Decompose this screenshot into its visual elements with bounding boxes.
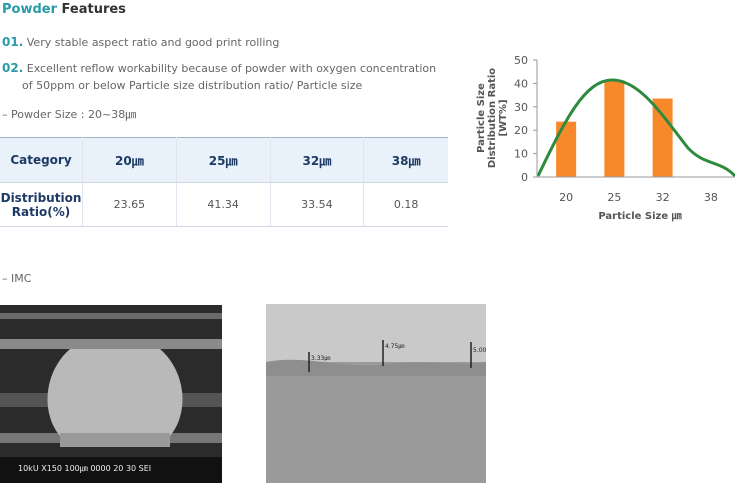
- row-header-line: Distribution: [0, 190, 82, 205]
- bar: [652, 98, 673, 177]
- cell: 33.54: [269, 182, 364, 227]
- row-header: Distribution Ratio(%): [0, 182, 83, 227]
- y-tick-label: 40: [514, 77, 528, 90]
- imc-mark: 4.75㎛: [385, 343, 404, 351]
- chart: Particle Size ㎛ Particle Size Distributi…: [476, 54, 735, 222]
- sem-caption: 10kU X150 100㎛ 0000 20 30 SEI: [18, 464, 151, 474]
- bar: [604, 80, 625, 177]
- cell: 23.65: [82, 182, 177, 227]
- sem-image: 10kU X150 100㎛ 0000 20 30 SEI: [0, 305, 222, 483]
- x-axis-label: Particle Size ㎛: [598, 211, 681, 222]
- item: 01. Very stable aspect ratio and good pr…: [2, 34, 279, 51]
- item: 02. Excellent reflow workability because…: [2, 60, 436, 77]
- header-cell: 32㎛: [269, 137, 364, 183]
- y-tick-label: 50: [514, 54, 528, 67]
- title-text: Features: [61, 2, 126, 17]
- item-text: Excellent reflow workability because of …: [26, 62, 437, 75]
- y-axis-label-line: [WT%]: [498, 99, 509, 136]
- y-tick-label: 20: [514, 124, 528, 137]
- item-num: 02.: [2, 61, 24, 75]
- table-header: Category 20㎛ 25㎛ 32㎛ 38㎛: [0, 137, 448, 183]
- item-text: of 50ppm or below Particle size distribu…: [22, 79, 363, 92]
- header-cell: 38㎛: [363, 137, 448, 183]
- header-cell: Category: [0, 137, 83, 183]
- fit-curve: [536, 78, 735, 178]
- x-tick-label: 25: [607, 191, 621, 204]
- cell: 41.34: [175, 182, 270, 227]
- title-accent: Powder: [2, 2, 58, 17]
- x-tick-label: 20: [559, 191, 573, 204]
- imc-mark: 3.33㎛: [311, 355, 330, 363]
- imc-mark: 5.00㎛: [473, 347, 486, 355]
- y-tick-label: 0: [521, 171, 528, 184]
- table: Category 20㎛ 25㎛ 32㎛ 38㎛ Distribution Rat…: [0, 137, 448, 227]
- powder-size: – Powder Size : 20~38㎛: [2, 108, 137, 121]
- bar: [556, 121, 577, 177]
- x-tick-label: 32: [656, 191, 670, 204]
- imc-label: – IMC: [2, 272, 32, 285]
- cell: 0.18: [363, 182, 448, 227]
- y-tick-label: 10: [514, 148, 528, 161]
- y-axis-label-line: Particle Size: [476, 83, 487, 153]
- table-row: Distribution Ratio(%) 23.65 41.34 33.54 0…: [0, 182, 448, 227]
- y-tick-label: 30: [514, 101, 528, 114]
- row-header-line: Ratio(%): [11, 204, 71, 219]
- x-tick-label: 38: [704, 191, 718, 204]
- y-axis-label-line: Distribution Ratio: [487, 68, 498, 168]
- header-cell: 25㎛: [175, 137, 270, 183]
- y-axis-label: Particle Size Distribution Ratio [WT%]: [476, 68, 509, 168]
- item-num: 01.: [2, 35, 24, 49]
- bars: [556, 80, 721, 177]
- header-cell: 20㎛: [82, 137, 177, 183]
- item-text: Very stable aspect ratio and good print …: [26, 36, 280, 49]
- imc-image: 3.33㎛ 4.75㎛ 5.00㎛: [266, 304, 486, 483]
- title: Powder Features: [2, 2, 126, 17]
